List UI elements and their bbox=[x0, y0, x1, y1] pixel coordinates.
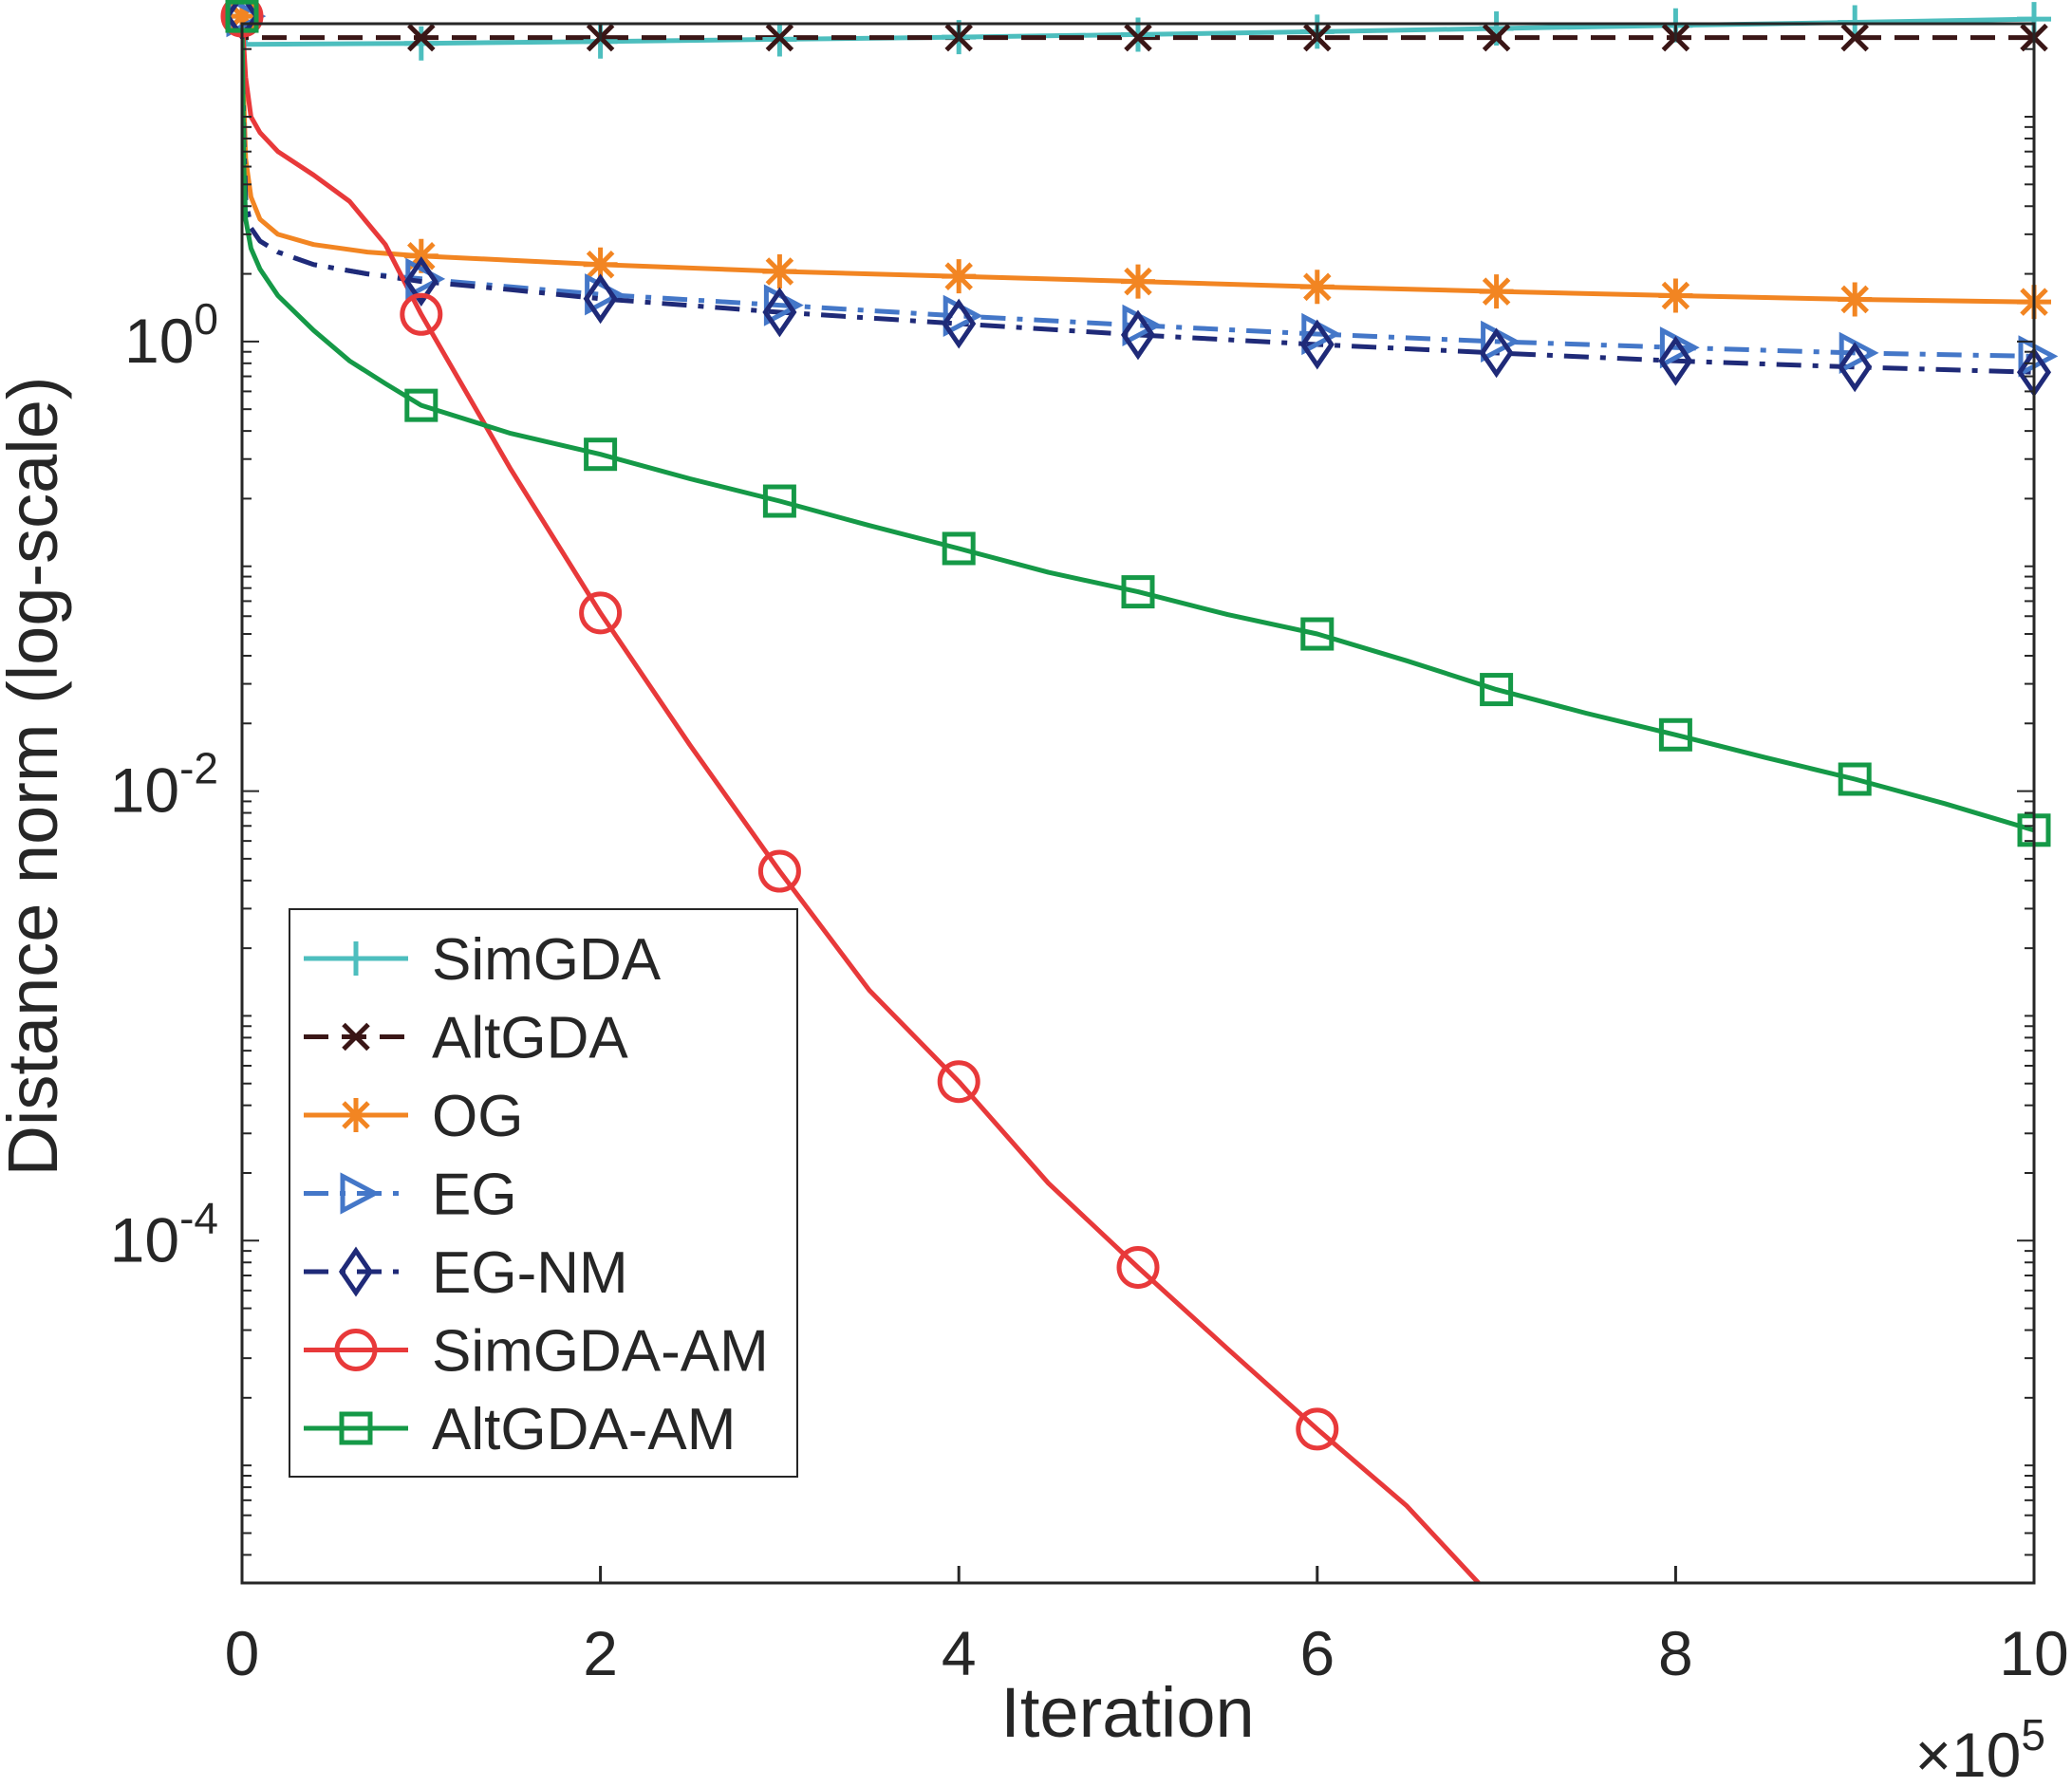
marker-eg-nm-7 bbox=[1479, 327, 1514, 379]
marker-altgda-am-5 bbox=[1121, 575, 1155, 609]
x-tick-label-3: 6 bbox=[1299, 1618, 1335, 1688]
y-tick-exponent: 0 bbox=[194, 294, 218, 344]
y-tick-exponent: -2 bbox=[179, 744, 218, 793]
marker-altgda-am-7 bbox=[1480, 673, 1514, 707]
marker-eg-nm-6 bbox=[1299, 319, 1335, 370]
series-line-simgda-am bbox=[242, 15, 1481, 1583]
x-tick-label-0: 0 bbox=[225, 1618, 260, 1688]
legend-item-og: OG bbox=[304, 1084, 523, 1149]
marker-og-4 bbox=[942, 259, 977, 294]
marker-simgda-am-5 bbox=[1116, 1246, 1160, 1290]
marker-og-2 bbox=[583, 247, 618, 282]
marker-altgda-am-1 bbox=[404, 388, 439, 422]
marker-eg-9 bbox=[1839, 331, 1879, 375]
legend-item-altgda: AltGDA bbox=[304, 1006, 628, 1071]
marker-eg-8 bbox=[1659, 326, 1700, 369]
legend-item-simgda-am: SimGDA-AM bbox=[304, 1319, 769, 1385]
x-tick-label-5: 10 bbox=[1999, 1618, 2068, 1688]
y-tick-exponent: -4 bbox=[179, 1193, 218, 1242]
legend-label: AltGDA bbox=[432, 1006, 628, 1071]
marker-altgda-am-6 bbox=[1300, 617, 1335, 651]
x-tick-label-2: 4 bbox=[942, 1618, 977, 1688]
legend-label: AltGDA-AM bbox=[432, 1397, 736, 1462]
marker-simgda-1 bbox=[403, 26, 439, 61]
legend-swatch-marker bbox=[334, 1329, 378, 1371]
marker-altgda-3 bbox=[765, 23, 794, 52]
marker-og-5 bbox=[1121, 264, 1155, 299]
legend-label: EG bbox=[432, 1163, 517, 1228]
legend-swatch-marker bbox=[339, 1098, 373, 1132]
series-line-eg bbox=[242, 16, 2034, 359]
legend-swatch-marker bbox=[342, 1022, 370, 1052]
x-multiplier-base: ×10 bbox=[1914, 1720, 2021, 1787]
legend-item-altgda-am: AltGDA-AM bbox=[304, 1397, 736, 1462]
marker-altgda-am-2 bbox=[584, 437, 618, 472]
x-tick-label-1: 2 bbox=[583, 1618, 618, 1688]
y-tick-base: 10 bbox=[110, 1204, 179, 1275]
legend-item-simgda: SimGDA bbox=[304, 927, 662, 993]
marker-og-7 bbox=[1479, 274, 1514, 309]
marker-og-1 bbox=[403, 238, 439, 273]
marker-eg-nm-8 bbox=[1658, 335, 1693, 386]
marker-simgda-am-1 bbox=[400, 292, 443, 336]
marker-og-3 bbox=[762, 254, 797, 289]
marker-og-0 bbox=[225, 0, 259, 34]
marker-simgda-am-2 bbox=[579, 591, 623, 635]
legend-swatch-marker bbox=[340, 1172, 381, 1215]
y-tick-label-1: 10-2 bbox=[110, 744, 218, 826]
marker-og-9 bbox=[1838, 282, 1873, 317]
x-tick-label-4: 8 bbox=[1658, 1618, 1693, 1688]
y-tick-label-0: 100 bbox=[124, 294, 218, 376]
marker-simgda-am-4 bbox=[937, 1060, 980, 1104]
legend-swatch-marker bbox=[339, 1411, 373, 1445]
legend-item-eg: EG bbox=[304, 1163, 517, 1228]
marker-simgda-am-6 bbox=[1296, 1407, 1339, 1451]
legend-swatch-marker bbox=[338, 1246, 374, 1297]
marker-altgda-5 bbox=[1124, 23, 1152, 52]
y-tick-label-2: 10-4 bbox=[110, 1193, 218, 1275]
marker-eg-nm-1 bbox=[403, 256, 439, 307]
marker-altgda-am-9 bbox=[1838, 762, 1872, 796]
legend: SimGDA AltGDA OG EG EG-NM SimGDA-AM AltGDA-AM bbox=[289, 908, 798, 1478]
x-multiplier-exponent: 5 bbox=[2021, 1710, 2045, 1759]
marker-altgda-9 bbox=[1840, 23, 1869, 52]
y-tick-base: 10 bbox=[124, 306, 194, 376]
marker-altgda-am-3 bbox=[762, 484, 796, 518]
marker-eg-10 bbox=[2018, 335, 2059, 378]
marker-eg-nm-5 bbox=[1120, 309, 1156, 361]
y-axis-label: Distance norm (log-scale) bbox=[0, 376, 72, 1176]
marker-eg-nm-4 bbox=[942, 298, 977, 349]
marker-altgda-am-8 bbox=[1658, 717, 1692, 752]
legend-label: OG bbox=[432, 1084, 523, 1149]
marker-altgda-am-4 bbox=[942, 531, 976, 566]
marker-og-8 bbox=[1658, 278, 1693, 313]
marker-altgda-1 bbox=[407, 23, 436, 52]
legend-swatch-marker bbox=[339, 941, 373, 976]
marker-og-6 bbox=[1299, 270, 1335, 305]
series-line-altgda-am bbox=[242, 16, 2034, 833]
x-axis-label: Iteration bbox=[1000, 1673, 1254, 1752]
marker-simgda-am-3 bbox=[757, 849, 801, 893]
legend-label: EG-NM bbox=[432, 1240, 628, 1306]
x-axis-multiplier: ×105 bbox=[1914, 1710, 2045, 1787]
marker-eg-nm-9 bbox=[1838, 342, 1873, 393]
marker-eg-nm-2 bbox=[583, 273, 618, 325]
legend-label: SimGDA bbox=[432, 927, 662, 993]
plot-frame bbox=[240, 22, 2036, 1585]
y-tick-base: 10 bbox=[110, 755, 179, 826]
legend-label: SimGDA-AM bbox=[432, 1319, 769, 1385]
legend-item-eg-nm: EG-NM bbox=[304, 1240, 628, 1306]
marker-layer bbox=[220, 0, 2059, 1451]
marker-eg-nm-3 bbox=[762, 287, 797, 338]
marker-altgda-7 bbox=[1482, 23, 1511, 52]
